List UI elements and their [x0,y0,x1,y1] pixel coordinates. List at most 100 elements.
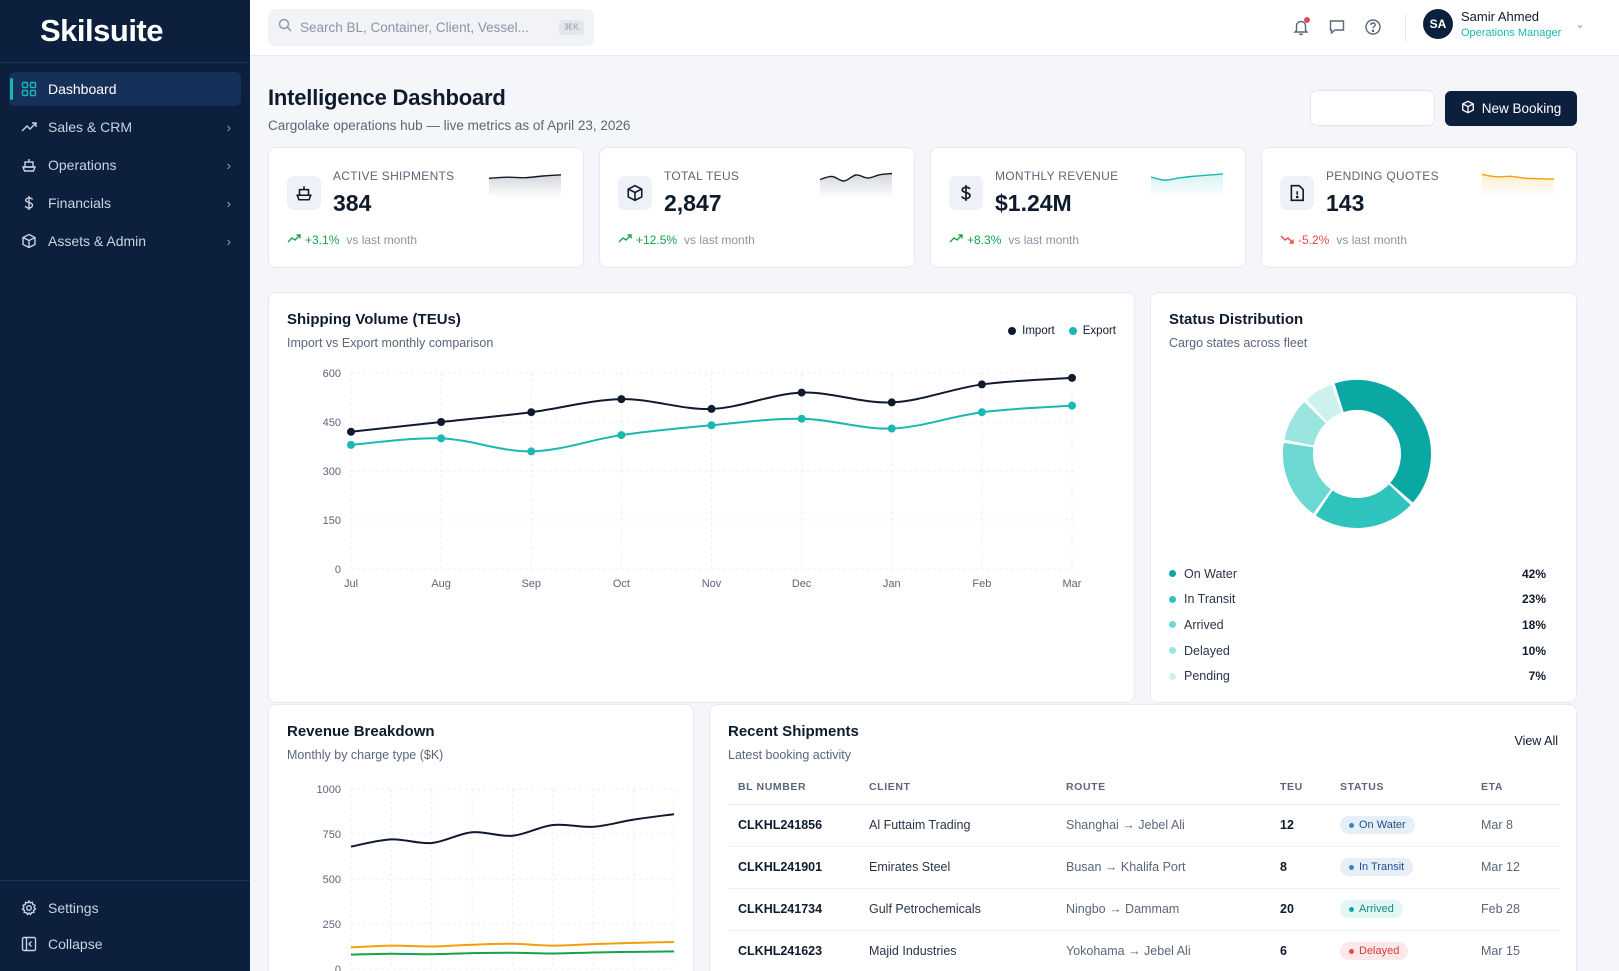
trend-up-icon [618,233,632,247]
kpi-trend: -5.2% vs last month [1280,233,1407,247]
status-cell: Arrived [1330,888,1471,931]
cube-icon [618,176,652,210]
sidebar-item-financials[interactable]: Financials › [9,186,241,220]
status-row-delayed[interactable]: Delayed 10% [1169,638,1546,664]
sidebar-item-sales-crm[interactable]: Sales & CRM › [9,110,241,144]
data-point-export [797,414,806,423]
revenue-series-line-2 [350,950,675,956]
column-header-client[interactable]: CLIENT [859,770,1056,805]
bl-number[interactable]: CLKHL241901 [728,846,859,889]
divider [1405,14,1406,42]
chat-icon[interactable] [1326,16,1348,38]
card-subtitle: Cargo states across fleet [1169,336,1308,350]
kpi-card-pending-quotes[interactable]: PENDING QUOTES 143 -5.2% vs last month [1261,147,1577,268]
x-tick-label: Sep [521,578,541,590]
sidebar-item-settings[interactable]: Settings [9,891,241,925]
donut-slice-delayed [1284,402,1327,447]
status-percent: 23% [1521,592,1546,607]
kpi-card-monthly-revenue[interactable]: MONTHLY REVENUE $1.24M +8.3% vs last mon… [930,147,1246,268]
user-role: Operations Manager [1461,27,1562,39]
bl-number[interactable]: CLKHL241856 [728,804,859,847]
status-text: In Transit [1359,861,1405,873]
column-header-bl[interactable]: BL NUMBER [728,770,859,805]
table-row[interactable]: CLKHL241856 Al Futtaim Trading Shanghai … [728,804,1560,847]
teu-count: 8 [1270,846,1330,889]
column-header-teu[interactable]: TEU [1270,770,1330,805]
sidebar-item-operations[interactable]: Operations › [9,148,241,182]
status-label: On Water [1184,566,1238,581]
kpi-label: PENDING QUOTES [1326,169,1439,183]
bell-icon[interactable] [1290,16,1312,38]
data-point-import [617,395,626,404]
x-tick-label: Mar [1063,578,1082,590]
table-row[interactable]: CLKHL241734 Gulf Petrochemicals Ningbo →… [728,888,1560,931]
y-tick-label: 300 [323,466,341,478]
kpi-compare: vs last month [346,233,418,247]
kpi-sparkline [1151,173,1223,198]
bl-number[interactable]: CLKHL241734 [728,888,859,931]
status-text: Arrived [1359,903,1394,915]
search-input[interactable] [300,20,540,35]
data-point-import [887,398,896,407]
file-icon [1280,176,1314,210]
sidebar-item-assets-admin[interactable]: Assets & Admin › [9,224,241,258]
sidebar-item-label: Operations [48,157,117,173]
sidebar-footer: Settings Collapse [0,880,250,971]
status-swatch [1169,570,1176,578]
data-point-export [977,408,986,417]
table-header: BL NUMBER CLIENT ROUTE TEU STATUS ETA [728,770,1560,805]
kpi-compare: vs last month [1336,233,1408,247]
status-row-pending[interactable]: Pending 7% [1169,663,1546,689]
status-dot [1349,822,1354,828]
sidebar-item-collapse[interactable]: Collapse [9,927,241,961]
table-row[interactable]: CLKHL241901 Emirates Steel Busan → Khali… [728,846,1560,889]
view-all-link[interactable]: View All [1514,734,1558,748]
user-menu[interactable]: SA Samir Ahmed Operations Manager ⌄ [1423,9,1585,39]
legend-item-export[interactable]: Export [1068,325,1116,337]
status-cell: In Transit [1330,846,1471,889]
top-actions [1290,16,1384,38]
column-header-eta[interactable]: ETA [1471,770,1560,805]
column-header-route[interactable]: ROUTE [1056,770,1270,805]
x-tick-label: Jul [344,578,358,590]
status-distribution-card: Status Distribution Cargo states across … [1150,292,1577,703]
column-header-status[interactable]: STATUS [1330,770,1471,805]
trend-up-icon [949,233,963,247]
revenue-series-line-0 [350,813,675,848]
kpi-card-active-shipments[interactable]: ACTIVE SHIPMENTS 384 +3.1% vs last month [268,147,584,268]
sidebar-item-dashboard[interactable]: Dashboard [9,72,241,106]
status-percent: 18% [1521,617,1546,632]
x-tick-label: Oct [613,578,630,590]
chevron-right-icon: › [226,157,231,173]
table-row[interactable]: CLKHL241623 Majid Industries Yokohama → … [728,930,1560,971]
eta: Mar 12 [1471,846,1560,889]
status-dot [1349,906,1354,912]
kpi-change: +12.5% [636,233,678,247]
cube-icon [1461,100,1475,117]
sidebar-item-label: Collapse [48,936,103,952]
x-tick-label: Feb [972,578,991,590]
client-name: Gulf Petrochemicals [859,888,1056,931]
kpi-trend: +8.3% vs last month [949,233,1079,247]
y-tick-label: 750 [323,829,341,841]
new-booking-button[interactable]: New Booking [1445,91,1577,126]
secondary-action-button[interactable] [1310,90,1435,126]
sidebar-item-label: Sales & CRM [48,119,133,135]
card-title: Status Distribution [1169,311,1304,328]
status-row-on-water[interactable]: On Water 42% [1169,561,1546,587]
help-icon[interactable] [1362,16,1384,38]
search-box[interactable]: ⌘K [268,9,594,46]
brand-logo[interactable]: Skilsuite [0,0,250,63]
legend-item-import[interactable]: Import [1008,325,1055,337]
status-cell: On Water [1330,804,1471,847]
bl-number[interactable]: CLKHL241623 [728,930,859,971]
card-title: Recent Shipments [728,723,859,740]
status-text: Delayed [1359,945,1400,957]
data-point-import [707,404,716,413]
kpi-compare: vs last month [684,233,755,247]
status-row-in-transit[interactable]: In Transit 23% [1169,587,1546,613]
kpi-value: 384 [333,190,372,216]
status-row-arrived[interactable]: Arrived 18% [1169,612,1546,638]
kpi-card-total-teus[interactable]: TOTAL TEUS 2,847 +12.5% vs last month [599,147,915,268]
gear-icon [20,899,38,917]
